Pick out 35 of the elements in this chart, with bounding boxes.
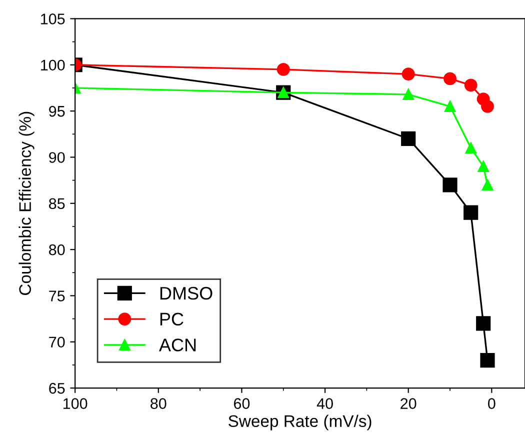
point (401, 131, 416, 146)
x-tick-label: 40 (316, 398, 333, 409)
legend-label: DMSO (160, 286, 212, 300)
y-tick-label: 70 (49, 336, 65, 348)
x-tick-label: 0 (488, 398, 496, 409)
point (464, 205, 478, 220)
x-tick-label: 80 (150, 398, 166, 409)
y-tick-label: 80 (49, 244, 65, 256)
point (444, 100, 456, 112)
x-axis-title: Sweep Rate (mV/s) (228, 414, 372, 430)
point (402, 88, 414, 100)
y-tick-label: 100 (41, 60, 65, 71)
point (465, 142, 476, 154)
point (444, 72, 456, 86)
point (478, 160, 489, 172)
point (276, 63, 290, 76)
y-tick-label: 85 (49, 198, 65, 210)
x-tick-label: 60 (234, 398, 250, 409)
legend-label: ACN (158, 338, 196, 352)
y-tick-label: 95 (49, 106, 65, 117)
point (402, 68, 415, 81)
y-tick-label: 90 (49, 152, 65, 163)
point (482, 179, 494, 191)
point (464, 78, 478, 92)
x-tick-label: 100 (63, 398, 88, 409)
y-tick-label: 105 (41, 14, 65, 24)
legend-label: PC (160, 312, 184, 326)
y-tick-label: 75 (49, 290, 65, 302)
y-axis-title: Coulombic Efficiency (%) (18, 112, 34, 295)
y-tick-label: 65 (49, 382, 65, 394)
x-tick-label: 20 (400, 398, 416, 409)
point (480, 353, 495, 368)
point (481, 100, 494, 113)
point (476, 316, 491, 331)
point (442, 178, 458, 192)
